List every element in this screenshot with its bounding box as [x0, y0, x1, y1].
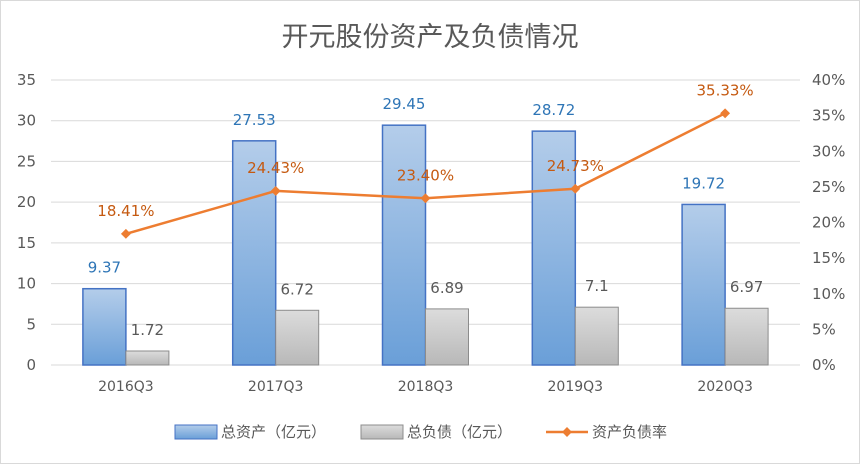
bars: 9.37 1.72 27.53 6.72 29.45 6.89 28.72 7.1 19.72 6…: [82, 95, 769, 366]
legend-swatch-assets: [174, 424, 218, 440]
bar-total-assets: [231, 140, 277, 366]
left-tick-label: 35: [17, 71, 36, 89]
legend-label-debt: 总负债（亿元）: [407, 423, 512, 441]
right-tick-label: 25%: [812, 178, 845, 196]
legend: 总资产（亿元） 总负债（亿元） 资产负债率: [174, 423, 667, 441]
category-label: 2018Q3: [398, 379, 454, 395]
left-tick-label: 0: [26, 356, 36, 374]
bar-total-debt: [425, 308, 469, 366]
bar-total-debt: [574, 306, 619, 366]
category-label: 2017Q3: [248, 379, 304, 395]
debt-data-label: 7.1: [585, 277, 609, 295]
right-tick-label: 5%: [812, 320, 836, 338]
bar-total-assets: [531, 130, 577, 366]
left-tick-label: 25: [17, 152, 36, 170]
debt-data-label: 6.72: [280, 280, 313, 298]
debt-data-label: 6.89: [430, 279, 463, 297]
ratio-point: [120, 228, 131, 239]
right-tick-label: 35%: [812, 107, 845, 125]
category-label: 2019Q3: [548, 379, 604, 395]
left-tick-label: 10: [17, 275, 36, 293]
category-label: 2016Q3: [98, 379, 154, 395]
legend-label-ratio: 资产负债率: [592, 423, 667, 441]
right-tick-label: 0%: [812, 356, 836, 374]
bar-total-debt: [125, 350, 170, 366]
legend-marker-ratio: [562, 427, 572, 437]
category-labels: 2016Q3 2017Q3 2018Q3 2019Q3 2020Q3: [98, 379, 753, 395]
right-tick-label: 10%: [812, 285, 845, 303]
ratio-line: 18.41% 24.43% 23.40% 24.73% 35.33%: [97, 81, 754, 239]
assets-data-label: 9.37: [88, 259, 121, 277]
ratio-data-label: 24.73%: [547, 157, 604, 175]
assets-data-label: 29.45: [383, 95, 426, 113]
ratio-point: [720, 108, 731, 119]
left-tick-label: 5: [26, 315, 36, 333]
left-axis-ticks: 0 5 10 15 20 25 30 35: [17, 71, 36, 374]
category-label: 2020Q3: [697, 379, 753, 395]
right-tick-label: 20%: [812, 214, 845, 232]
right-tick-label: 30%: [812, 142, 845, 160]
right-tick-label: 40%: [812, 71, 845, 89]
assets-data-label: 19.72: [682, 174, 725, 192]
ratio-data-label: 24.43%: [247, 159, 304, 177]
assets-data-label: 28.72: [532, 101, 575, 119]
debt-data-label: 6.97: [730, 278, 763, 296]
ratio-point: [270, 185, 281, 196]
ratio-data-label: 18.41%: [97, 202, 154, 220]
legend-label-assets: 总资产（亿元）: [221, 423, 326, 441]
right-axis-ticks: 0% 5% 10% 15% 20% 25% 30% 35% 40%: [812, 71, 845, 374]
ratio-data-label: 35.33%: [696, 81, 753, 99]
legend-swatch-debt: [360, 424, 404, 440]
bar-total-debt: [275, 309, 320, 366]
bar-total-assets: [681, 203, 726, 366]
ratio-data-label: 23.40%: [397, 166, 454, 184]
ratio-point: [420, 193, 431, 204]
left-tick-label: 15: [17, 234, 36, 252]
bar-total-debt: [724, 307, 769, 366]
assets-data-label: 27.53: [233, 111, 276, 129]
ratio-point: [570, 183, 581, 194]
chart-title: 开元股份资产及负债情况: [282, 22, 579, 53]
right-tick-label: 15%: [812, 249, 845, 267]
debt-data-label: 1.72: [131, 321, 164, 339]
bar-total-assets: [82, 287, 127, 366]
left-tick-label: 30: [17, 112, 36, 130]
bar-total-assets: [381, 124, 427, 366]
left-tick-label: 20: [17, 193, 36, 211]
